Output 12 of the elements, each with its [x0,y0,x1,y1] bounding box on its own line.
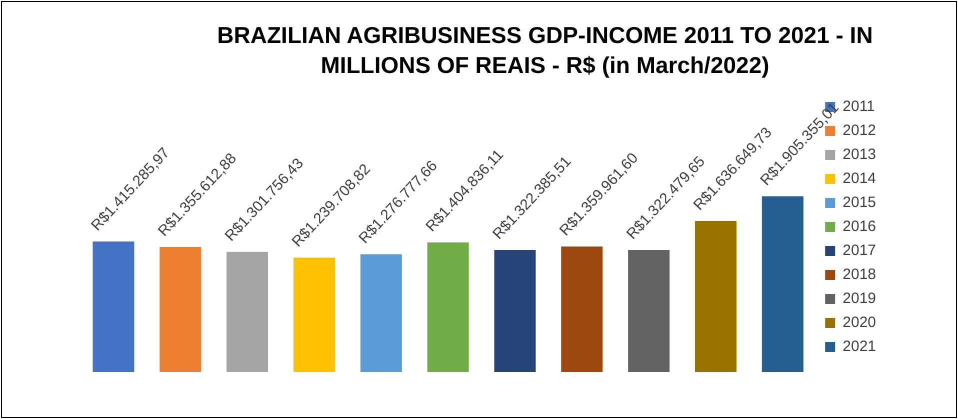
chart-title: BRAZILIAN AGRIBUSINESS GDP-INCOME 2011 TO 2021 - IN MILLIONS OF REAIS - R$ (in March/2022) [216,21,874,80]
legend-label: 2016 [842,218,876,236]
legend-label: 2013 [842,146,876,164]
legend-label: 2021 [842,338,876,356]
legend-label: 2011 [842,98,875,116]
legend-label: 2019 [842,290,876,308]
legend-label: 2012 [842,122,876,140]
legend-label: 2020 [842,314,876,332]
legend-label: 2017 [842,242,876,260]
legend-label: 2018 [842,266,876,284]
legend-label: 2014 [842,170,876,188]
legend-label: 2015 [842,194,876,212]
